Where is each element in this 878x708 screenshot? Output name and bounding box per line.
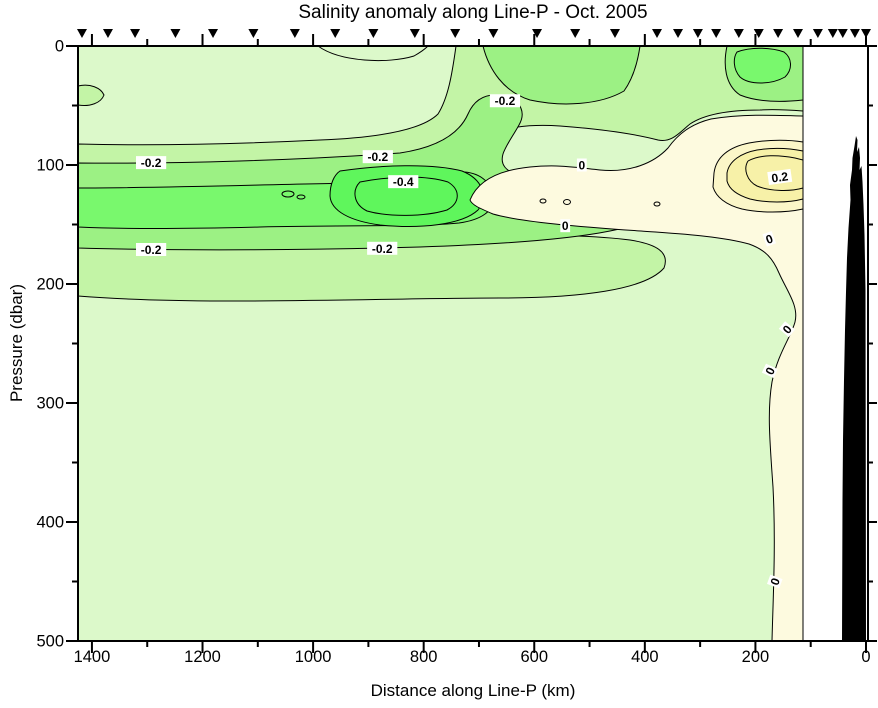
blob-left-edge bbox=[77, 84, 105, 106]
x-axis-title: Distance along Line-P (km) bbox=[370, 681, 576, 700]
contour-label: 0.2 bbox=[767, 168, 793, 185]
axis-ticks bbox=[66, 34, 877, 653]
contour-lines bbox=[281, 45, 804, 641]
contour-label: 0 bbox=[762, 230, 777, 247]
station-marker-triangle bbox=[861, 29, 871, 38]
tiny-closed-contour bbox=[539, 198, 547, 204]
station-marker-triangle bbox=[208, 29, 219, 38]
station-marker-triangle bbox=[570, 29, 581, 38]
tiny-closed-contour bbox=[563, 199, 571, 205]
svg-text:-0.2: -0.2 bbox=[372, 242, 393, 256]
svg-text:-0.4: -0.4 bbox=[393, 175, 414, 189]
x-tick-label: 1000 bbox=[295, 648, 332, 666]
station-marker-triangle bbox=[849, 29, 860, 38]
station-marker-triangle bbox=[753, 29, 764, 38]
station-marker-triangle bbox=[409, 29, 420, 38]
contour-label: 0 bbox=[761, 363, 778, 379]
tiny-closed-contour bbox=[281, 190, 295, 198]
y-tick-label: 400 bbox=[36, 514, 64, 532]
station-marker-triangle bbox=[733, 29, 744, 38]
y-tick-label: 500 bbox=[36, 633, 64, 651]
station-marker-triangle bbox=[837, 29, 848, 38]
svg-text:-0.2: -0.2 bbox=[141, 156, 162, 170]
station-marker-triangle bbox=[827, 29, 838, 38]
x-tick-label: 600 bbox=[520, 648, 548, 666]
station-marker-triangle bbox=[170, 29, 181, 38]
contour-label: -0.4 bbox=[388, 175, 419, 189]
bathymetry-silhouette bbox=[842, 136, 866, 641]
contour-label: 0 bbox=[560, 219, 571, 233]
station-marker-triangle bbox=[692, 29, 703, 38]
contour-line-inner-core bbox=[354, 176, 458, 216]
contour-label: 0 bbox=[766, 574, 784, 589]
x-tick-label: 400 bbox=[631, 648, 659, 666]
station-marker-triangle bbox=[812, 29, 823, 38]
x-tick-label: 0 bbox=[861, 648, 870, 666]
svg-text:-0.2: -0.2 bbox=[495, 94, 516, 108]
y-tick-label: 0 bbox=[55, 38, 64, 56]
svg-text:-0.2: -0.2 bbox=[367, 150, 388, 164]
tiny-closed-contour bbox=[653, 201, 661, 207]
station-marker-triangle bbox=[673, 29, 684, 38]
station-marker-triangle bbox=[792, 29, 803, 38]
y-tick-label: 300 bbox=[36, 395, 64, 413]
station-marker-triangle bbox=[711, 29, 722, 38]
band--0.3-topright-blob bbox=[733, 47, 791, 84]
tick-labels: 1400 1200 1000 800 600 400 200 0 0 100 200 300 400 50… bbox=[36, 38, 870, 667]
tiny-closed-contour bbox=[296, 194, 306, 200]
station-marker-triangle bbox=[76, 29, 87, 38]
svg-text:0: 0 bbox=[578, 159, 585, 173]
station-marker-triangle bbox=[488, 29, 499, 38]
svg-text:0: 0 bbox=[764, 231, 775, 247]
svg-text:0.2: 0.2 bbox=[771, 169, 790, 185]
contour-label: -0.2 bbox=[489, 94, 521, 108]
y-tick-label: 200 bbox=[36, 276, 64, 294]
contour-line-inner-yellow bbox=[745, 155, 804, 191]
station-marker-triangle bbox=[102, 29, 113, 38]
station-marker-triangle bbox=[652, 29, 663, 38]
contour-label: -0.2 bbox=[362, 150, 393, 164]
station-markers bbox=[76, 29, 871, 38]
x-tick-label: 800 bbox=[410, 648, 438, 666]
station-marker-triangle bbox=[330, 29, 341, 38]
station-marker-triangle bbox=[248, 29, 259, 38]
station-marker-triangle bbox=[130, 29, 141, 38]
station-marker-triangle bbox=[609, 29, 620, 38]
station-marker-triangle bbox=[450, 29, 461, 38]
y-tick-label: 100 bbox=[36, 157, 64, 175]
contour-fills bbox=[77, 45, 804, 642]
svg-text:0: 0 bbox=[562, 219, 569, 233]
svg-text:0: 0 bbox=[768, 576, 784, 587]
station-marker-triangle bbox=[532, 29, 543, 38]
contour-label: -0.2 bbox=[136, 242, 167, 257]
x-tick-label: 1200 bbox=[184, 648, 221, 666]
station-marker-triangle bbox=[773, 29, 784, 38]
chart-title: Salinity anomaly along Line-P - Oct. 200… bbox=[298, 2, 648, 23]
x-tick-label: 1400 bbox=[74, 648, 111, 666]
contour-label: -0.2 bbox=[136, 156, 167, 170]
x-tick-label: 200 bbox=[742, 648, 770, 666]
contour-line-top-dip bbox=[317, 45, 429, 62]
band--0.2-top bbox=[482, 45, 641, 105]
svg-text:-0.2: -0.2 bbox=[141, 243, 162, 257]
station-marker-triangle bbox=[368, 29, 379, 38]
contour-label: -0.2 bbox=[367, 241, 398, 256]
station-marker-triangle bbox=[289, 29, 300, 38]
contour-label: 0 bbox=[576, 158, 587, 173]
